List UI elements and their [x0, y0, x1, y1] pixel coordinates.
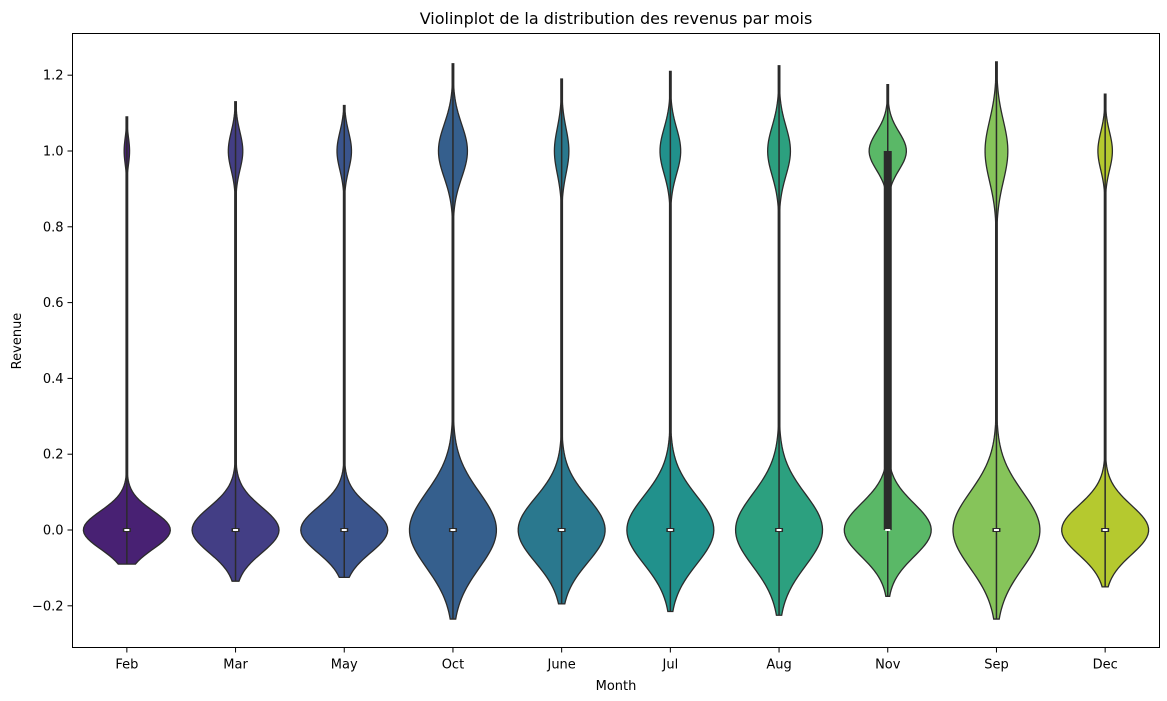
x-tick-label: Oct — [442, 658, 464, 673]
x-axis: Feb Mar May Oct June Jul Aug Nov Sep Dec — [115, 647, 1118, 673]
x-tick-label: Dec — [1093, 658, 1118, 673]
y-tick-label: 0.8 — [43, 220, 64, 235]
y-tick-label: 1.0 — [43, 144, 64, 159]
violin-iqr-box-nov — [883, 150, 892, 531]
x-tick-label: Mar — [223, 658, 248, 673]
y-axis: −0.2 0.0 0.2 0.4 0.6 0.8 1.0 1.2 — [32, 69, 73, 614]
y-tick-label: 0.4 — [43, 372, 64, 387]
x-tick-label: Jul — [662, 658, 679, 673]
x-tick-label: Feb — [115, 658, 138, 673]
chart-title: Violinplot de la distribution des revenu… — [420, 9, 813, 28]
x-tick-label: May — [331, 658, 358, 673]
plot-area-frame — [72, 33, 1160, 648]
x-tick-label: June — [546, 658, 575, 673]
y-tick-label: 1.2 — [43, 69, 64, 84]
x-axis-label: Month — [596, 679, 637, 694]
y-tick-label: 0.0 — [43, 524, 64, 539]
x-tick-label: Sep — [984, 658, 1009, 673]
y-tick-label: 0.6 — [43, 296, 64, 311]
x-tick-label: Nov — [875, 658, 901, 673]
violins-layer — [82, 61, 1150, 620]
x-tick-label: Aug — [766, 658, 791, 673]
y-axis-label: Revenue — [10, 313, 25, 370]
y-tick-label: 0.2 — [43, 448, 64, 463]
y-tick-label: −0.2 — [32, 599, 64, 614]
